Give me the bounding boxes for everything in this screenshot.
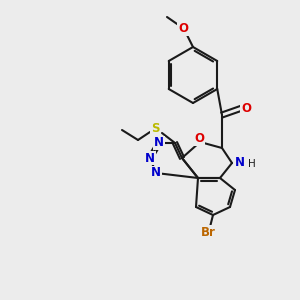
Text: S: S (151, 122, 159, 134)
Text: O: O (178, 22, 188, 35)
Text: O: O (241, 101, 251, 115)
Text: N: N (145, 152, 155, 164)
Text: H: H (248, 159, 256, 169)
Text: N: N (154, 136, 164, 149)
Text: N: N (235, 157, 245, 169)
Text: Br: Br (201, 226, 215, 238)
Text: O: O (194, 133, 204, 146)
Text: N: N (151, 167, 161, 179)
